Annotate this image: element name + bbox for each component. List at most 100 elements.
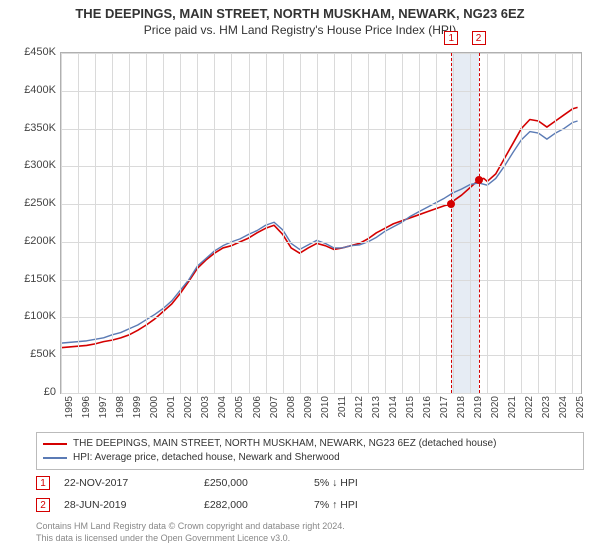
sale-event-marker: 1 (36, 476, 50, 490)
chart-svg (61, 53, 581, 393)
sale-event-line (451, 53, 452, 393)
x-axis-tick-label: 1999 (132, 396, 143, 424)
gridline-vertical (453, 53, 454, 393)
sale-event-label: 2 (472, 31, 486, 45)
y-axis-tick-label: £200K (4, 235, 56, 247)
page-title: THE DEEPINGS, MAIN STREET, NORTH MUSKHAM… (0, 6, 600, 21)
legend-swatch (43, 457, 67, 459)
sale-event-line (479, 53, 480, 393)
gridline-vertical (180, 53, 181, 393)
chart-plot-area: 12 (60, 52, 582, 394)
gridline-vertical (504, 53, 505, 393)
sale-event-date: 28-JUN-2019 (64, 499, 204, 511)
gridline-horizontal (61, 393, 581, 394)
sale-event-marker: 2 (36, 498, 50, 512)
x-axis-tick-label: 2022 (524, 396, 535, 424)
sales-events-table: 1 22-NOV-2017£250,0005% ↓ HPI 2 28-JUN-2019… (36, 472, 584, 516)
x-axis-tick-label: 2025 (575, 396, 586, 424)
gridline-vertical (538, 53, 539, 393)
legend-swatch (43, 443, 67, 445)
gridline-horizontal (61, 280, 581, 281)
x-axis-tick-label: 2008 (286, 396, 297, 424)
gridline-vertical (368, 53, 369, 393)
gridline-vertical (487, 53, 488, 393)
x-axis-tick-label: 2018 (456, 396, 467, 424)
x-axis-tick-label: 2024 (558, 396, 569, 424)
legend-box: THE DEEPINGS, MAIN STREET, NORTH MUSKHAM… (36, 432, 584, 470)
x-axis-tick-label: 2005 (234, 396, 245, 424)
footer-line: This data is licensed under the Open Gov… (36, 532, 345, 544)
x-axis-tick-label: 2016 (422, 396, 433, 424)
sale-event-dot (447, 200, 455, 208)
gridline-vertical (351, 53, 352, 393)
gridline-vertical (555, 53, 556, 393)
footer-line: Contains HM Land Registry data © Crown c… (36, 520, 345, 532)
sale-event-diff: 5% ↓ HPI (314, 477, 434, 489)
sale-event-diff: 7% ↑ HPI (314, 499, 434, 511)
x-axis-tick-label: 2002 (183, 396, 194, 424)
x-axis-tick-label: 2021 (507, 396, 518, 424)
x-axis-tick-label: 2010 (320, 396, 331, 424)
y-axis-tick-label: £350K (4, 122, 56, 134)
legend-item: THE DEEPINGS, MAIN STREET, NORTH MUSKHAM… (43, 437, 577, 451)
gridline-horizontal (61, 53, 581, 54)
gridline-vertical (385, 53, 386, 393)
x-axis-tick-label: 2012 (354, 396, 365, 424)
sale-event-row: 1 22-NOV-2017£250,0005% ↓ HPI (36, 472, 584, 494)
sale-event-price: £282,000 (204, 499, 314, 511)
x-axis-tick-label: 1998 (115, 396, 126, 424)
legend-label: THE DEEPINGS, MAIN STREET, NORTH MUSKHAM… (73, 437, 496, 451)
x-axis-tick-label: 2015 (405, 396, 416, 424)
x-axis-tick-label: 1997 (98, 396, 109, 424)
x-axis-tick-label: 2017 (439, 396, 450, 424)
sale-event-price: £250,000 (204, 477, 314, 489)
x-axis-tick-label: 2004 (217, 396, 228, 424)
legend-item: HPI: Average price, detached house, Newa… (43, 451, 577, 465)
y-axis-tick-label: £50K (4, 348, 56, 360)
gridline-horizontal (61, 204, 581, 205)
gridline-horizontal (61, 355, 581, 356)
gridline-vertical (266, 53, 267, 393)
x-axis-tick-label: 2020 (490, 396, 501, 424)
gridline-vertical (129, 53, 130, 393)
gridline-vertical (572, 53, 573, 393)
gridline-vertical (78, 53, 79, 393)
gridline-vertical (521, 53, 522, 393)
sale-event-label: 1 (444, 31, 458, 45)
y-axis-tick-label: £0 (4, 386, 56, 398)
gridline-horizontal (61, 317, 581, 318)
gridline-vertical (95, 53, 96, 393)
gridline-horizontal (61, 242, 581, 243)
gridline-horizontal (61, 129, 581, 130)
x-axis-tick-label: 2006 (252, 396, 263, 424)
gridline-horizontal (61, 166, 581, 167)
x-axis-tick-label: 1995 (64, 396, 75, 424)
gridline-vertical (146, 53, 147, 393)
series-line (61, 107, 578, 347)
gridline-vertical (470, 53, 471, 393)
x-axis-tick-label: 1996 (81, 396, 92, 424)
x-axis-tick-label: 2007 (269, 396, 280, 424)
x-axis-tick-label: 2023 (541, 396, 552, 424)
gridline-vertical (61, 53, 62, 393)
x-axis-tick-label: 2013 (371, 396, 382, 424)
gridline-vertical (249, 53, 250, 393)
gridline-vertical (402, 53, 403, 393)
gridline-vertical (163, 53, 164, 393)
gridline-vertical (197, 53, 198, 393)
y-axis-tick-label: £450K (4, 46, 56, 58)
x-axis-tick-label: 2019 (473, 396, 484, 424)
x-axis-tick-label: 2003 (200, 396, 211, 424)
y-axis-tick-label: £400K (4, 84, 56, 96)
x-axis-tick-label: 2000 (149, 396, 160, 424)
x-axis-tick-label: 2009 (303, 396, 314, 424)
title-block: THE DEEPINGS, MAIN STREET, NORTH MUSKHAM… (0, 0, 600, 37)
gridline-vertical (317, 53, 318, 393)
y-axis-tick-label: £150K (4, 273, 56, 285)
sale-event-dot (475, 176, 483, 184)
gridline-horizontal (61, 91, 581, 92)
x-axis-tick-label: 2014 (388, 396, 399, 424)
y-axis-tick-label: £300K (4, 159, 56, 171)
sale-event-row: 2 28-JUN-2019£282,0007% ↑ HPI (36, 494, 584, 516)
sale-event-date: 22-NOV-2017 (64, 477, 204, 489)
